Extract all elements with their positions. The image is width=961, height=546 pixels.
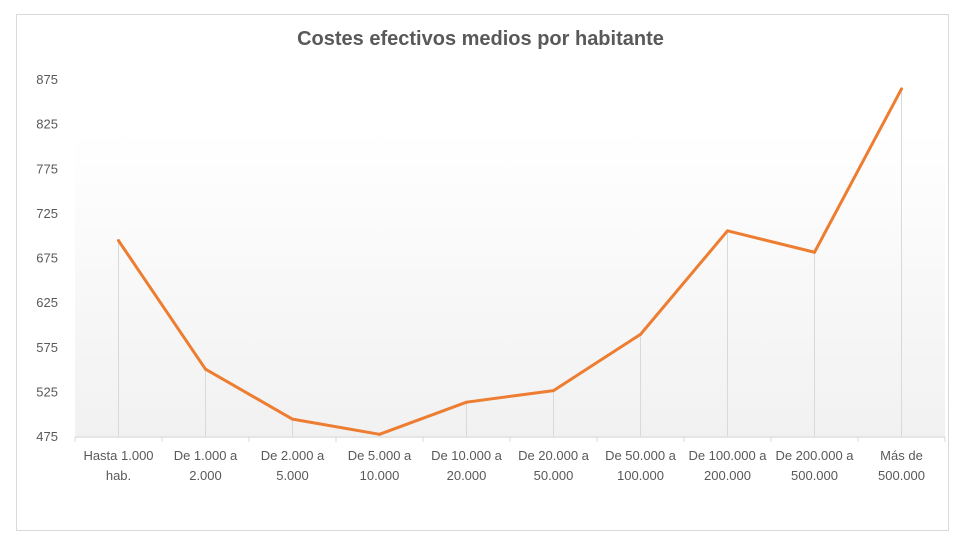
x-tick-label: De 10.000 a 20.000	[431, 448, 503, 483]
x-tick-label: De 1.000 a 2.000	[174, 448, 238, 483]
x-axis-tick-marks	[74, 437, 946, 442]
series-group	[117, 87, 903, 436]
data-point	[726, 229, 729, 233]
data-point	[900, 87, 903, 91]
x-tick-label: Más de 500.000	[878, 448, 925, 483]
x-tick-label: De 20.000 a 50.000	[518, 448, 590, 483]
x-tick-label: Hasta 1.000 hab.	[83, 448, 153, 483]
y-tick-label: 775	[36, 161, 58, 176]
y-axis-ticks: 475 525 575 625 675 725 775 825 875	[36, 72, 58, 444]
data-point	[204, 367, 207, 371]
plot-area-background	[75, 130, 945, 438]
chart-title: Costes efectivos medios por habitante	[297, 28, 664, 50]
y-tick-label: 475	[36, 429, 58, 444]
data-point	[378, 432, 381, 436]
y-tick-label: 575	[36, 340, 58, 355]
data-point	[813, 250, 816, 254]
x-tick-label: De 200.000 a 500.000	[775, 448, 854, 483]
x-tick-label: De 100.000 a 200.000	[688, 448, 767, 483]
y-tick-label: 825	[36, 117, 58, 132]
x-axis-labels: Hasta 1.000 hab. De 1.000 a 2.000 De 2.000 a…	[83, 448, 925, 483]
data-point	[639, 332, 642, 336]
y-tick-label: 625	[36, 295, 58, 310]
data-point	[465, 400, 468, 404]
x-tick-label: De 5.000 a 10.000	[348, 448, 412, 483]
data-point	[552, 389, 555, 393]
y-tick-label: 875	[36, 72, 58, 87]
x-tick-label: De 50.000 a 100.000	[605, 448, 677, 483]
y-tick-label: 525	[36, 384, 58, 399]
data-point	[117, 239, 120, 243]
y-tick-label: 675	[36, 251, 58, 266]
data-point	[291, 417, 294, 421]
y-tick-label: 725	[36, 206, 58, 221]
series-line	[117, 87, 903, 436]
x-tick-label: De 2.000 a 5.000	[261, 448, 325, 483]
